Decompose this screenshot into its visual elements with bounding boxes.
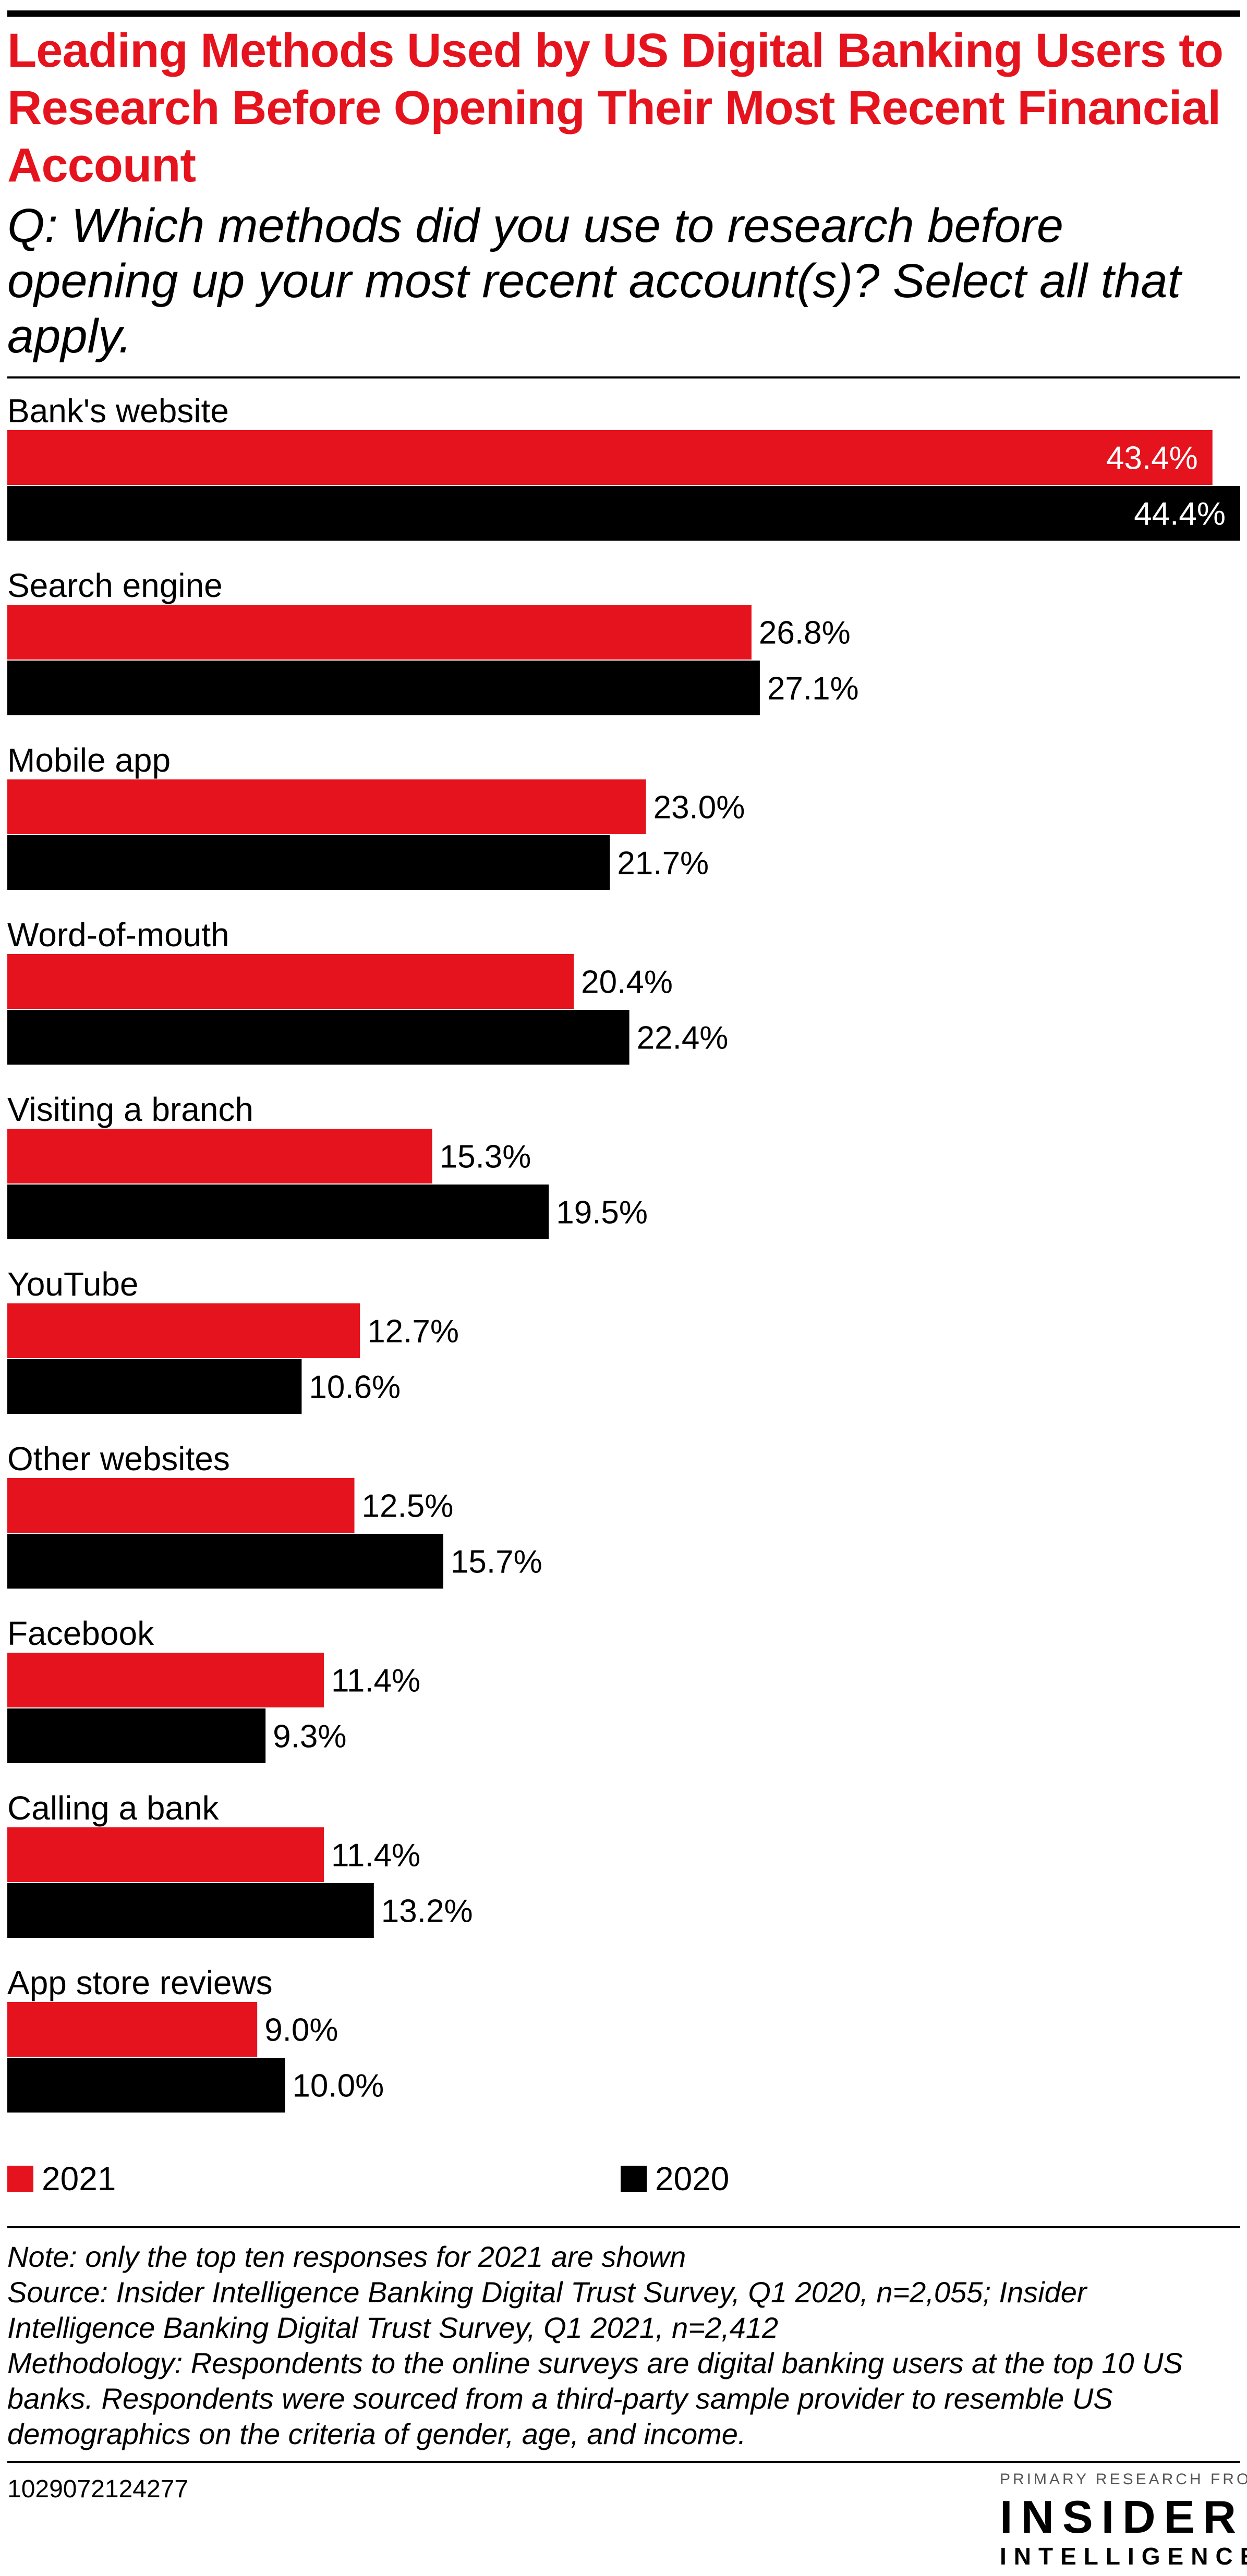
bar-2021-facebook	[7, 1653, 324, 1707]
category-label-search-engine: Search engine	[7, 567, 223, 604]
bar-2021-bank-s-website	[7, 430, 1213, 485]
category-label-calling-a-bank: Calling a bank	[7, 1789, 220, 1827]
data-label-2021-calling-a-bank: 11.4%	[331, 1838, 420, 1874]
chart-title: Leading Methods Used by US Digital Banki…	[7, 24, 1224, 192]
data-label-2020-calling-a-bank: 13.2%	[381, 1894, 473, 1930]
data-label-2021-bank-s-website: 43.4%	[1106, 441, 1198, 477]
data-label-2020-search-engine: 27.1%	[767, 671, 859, 707]
category-label-app-store-reviews: App store reviews	[7, 1964, 273, 2001]
brand-kicker: PRIMARY RESEARCH FROM	[1000, 2471, 1247, 2488]
category-label-youtube: YouTube	[7, 1265, 139, 1303]
data-label-2021-other-websites: 12.5%	[362, 1488, 454, 1524]
data-label-2020-visiting-a-branch: 19.5%	[556, 1195, 648, 1231]
data-label-2020-mobile-app: 21.7%	[617, 846, 709, 882]
note-text: Note: only the top ten responses for 202…	[7, 2240, 686, 2273]
data-label-2021-youtube: 12.7%	[367, 1314, 459, 1350]
bar-2020-search-engine	[7, 661, 760, 715]
legend-label-2020: 2020	[655, 2160, 730, 2197]
bar-chart: Bank's website 43.4% 44.4% Search engine 26.…	[7, 392, 1240, 2113]
footer-divider	[7, 2226, 1240, 2228]
bar-2021-calling-a-bank	[7, 1827, 324, 1882]
bar-2020-mobile-app	[7, 835, 610, 890]
bar-2020-app-store-reviews	[7, 2058, 285, 2113]
data-label-2021-app-store-reviews: 9.0%	[264, 2012, 338, 2048]
data-label-2021-mobile-app: 23.0%	[653, 790, 745, 826]
bar-2021-search-engine	[7, 605, 752, 660]
bar-2020-calling-a-bank	[7, 1883, 374, 1938]
data-label-2020-youtube: 10.6%	[309, 1370, 401, 1406]
chart-subtitle: Q: Which methods did you use to research…	[7, 199, 1181, 363]
category-label-word-of-mouth: Word-of-mouth	[7, 916, 229, 954]
bottom-divider	[7, 2461, 1240, 2463]
category-label-visiting-a-branch: Visiting a branch	[7, 1091, 253, 1128]
legend-label-2021: 2021	[42, 2160, 116, 2197]
legend-swatch-2021	[7, 2166, 33, 2192]
footnotes: Note: only the top ten responses for 202…	[7, 2239, 1238, 2452]
bar-2020-facebook	[7, 1708, 266, 1763]
bar-2020-other-websites	[7, 1534, 443, 1589]
data-label-2021-search-engine: 26.8%	[759, 615, 851, 651]
category-label-other-websites: Other websites	[7, 1440, 230, 1478]
bar-2020-word-of-mouth	[7, 1010, 629, 1065]
bar-2021-word-of-mouth	[7, 954, 574, 1009]
bar-2020-youtube	[7, 1359, 302, 1414]
data-label-2020-facebook: 9.3%	[273, 1719, 346, 1755]
bar-2021-app-store-reviews	[7, 2002, 258, 2057]
data-label-2020-word-of-mouth: 22.4%	[637, 1020, 729, 1056]
data-label-2020-bank-s-website: 44.4%	[1134, 496, 1226, 532]
insider-intelligence-logo: PRIMARY RESEARCH FROM INSIDER INTELLIGEN…	[1000, 2469, 1247, 2573]
brand-name-insider: INSIDER	[1000, 2491, 1244, 2543]
bar-2021-mobile-app	[7, 779, 646, 834]
legend-swatch-2020	[621, 2166, 647, 2192]
data-label-2020-other-websites: 15.7%	[451, 1544, 542, 1580]
chart-id: 1029072124277	[7, 2475, 189, 2503]
data-label-2021-word-of-mouth: 20.4%	[581, 965, 673, 1000]
brand-name-intelligence: INTELLIGENCE	[1000, 2543, 1247, 2570]
data-label-2020-app-store-reviews: 10.0%	[292, 2068, 384, 2104]
bar-2020-visiting-a-branch	[7, 1185, 549, 1239]
bar-2021-other-websites	[7, 1478, 355, 1533]
category-label-mobile-app: Mobile app	[7, 741, 171, 779]
data-label-2021-facebook: 11.4%	[331, 1663, 420, 1699]
bar-2021-visiting-a-branch	[7, 1129, 432, 1183]
header-divider	[7, 376, 1240, 379]
bar-2020-bank-s-website	[7, 486, 1240, 541]
top-rule	[7, 10, 1240, 17]
data-label-2021-visiting-a-branch: 15.3%	[440, 1139, 531, 1175]
source-text: Source: Insider Intelligence Banking Dig…	[7, 2276, 1087, 2344]
category-label-facebook: Facebook	[7, 1615, 154, 1652]
methodology-text: Methodology: Respondents to the online s…	[7, 2347, 1183, 2450]
bar-2021-youtube	[7, 1303, 360, 1358]
category-label-bank-s-website: Bank's website	[7, 392, 229, 430]
